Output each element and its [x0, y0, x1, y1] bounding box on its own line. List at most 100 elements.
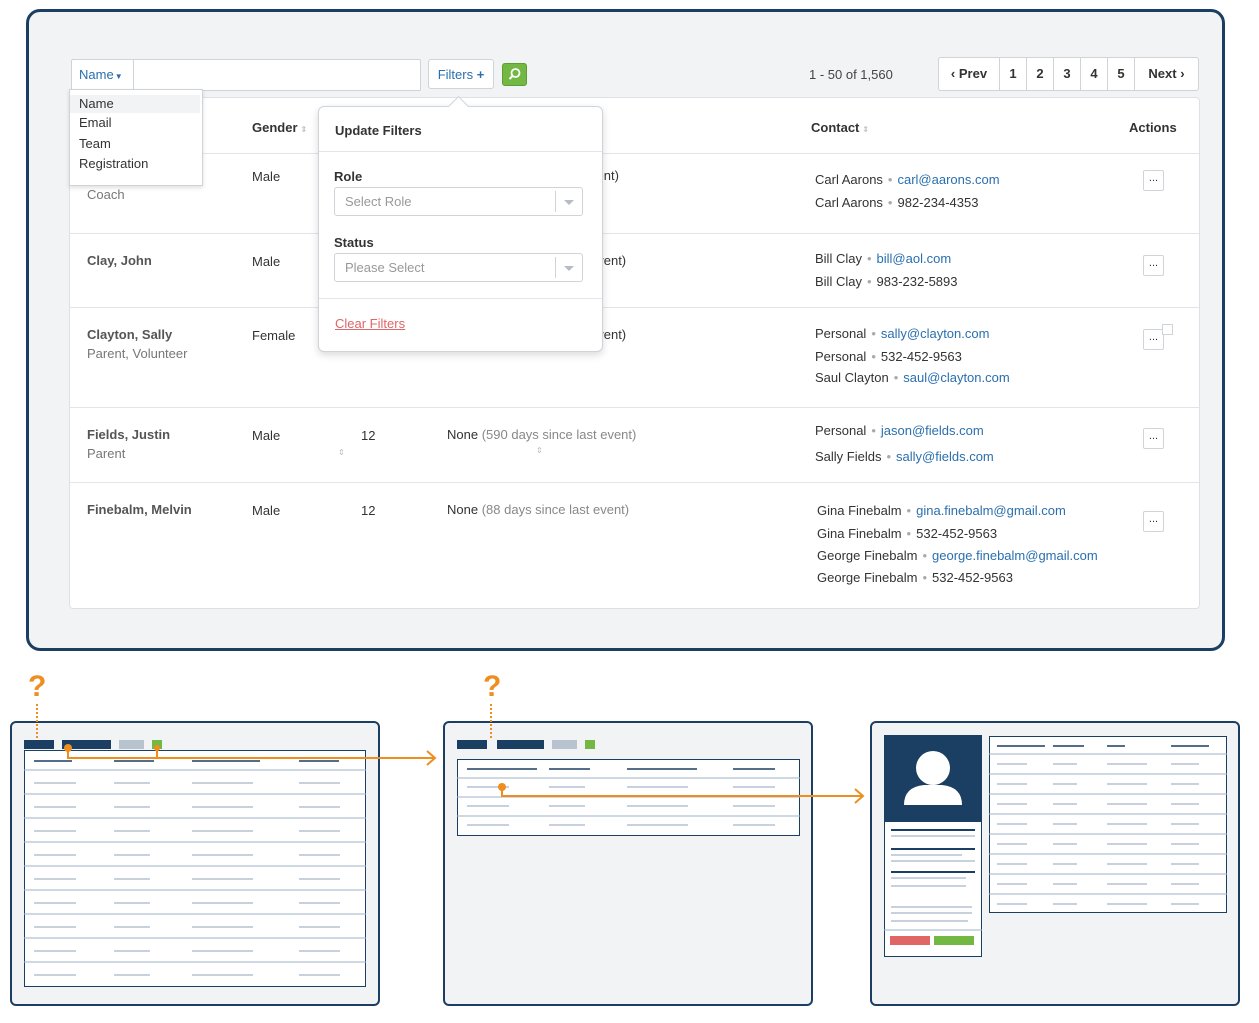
row-actions-button[interactable]: ...: [1143, 255, 1164, 276]
chevron-right-icon: ›: [1176, 66, 1185, 81]
mini-profile-card-icon: [884, 735, 982, 957]
search-group: Name▼: [71, 59, 423, 92]
prev-page-button[interactable]: ‹ Prev: [939, 58, 999, 90]
divider: [319, 298, 602, 299]
role-select-placeholder: Select Role: [345, 194, 412, 209]
contact-email-link[interactable]: gina.finebalm@gmail.com: [916, 503, 1066, 518]
role-select[interactable]: Select Role: [334, 187, 583, 216]
contact-line: Gina Finebalm • gina.finebalm@gmail.com: [817, 503, 1066, 518]
last-event-days: (590 days since last event): [481, 427, 637, 442]
chevron-left-icon: ‹: [950, 66, 959, 81]
dot-separator: •: [922, 570, 928, 585]
header-gender[interactable]: Gender ⇕: [252, 120, 307, 135]
member-role: Parent, Volunteer: [87, 346, 188, 361]
member-gender: Male: [252, 169, 281, 184]
contact-email-link[interactable]: jason@fields.com: [880, 423, 984, 438]
filters-button[interactable]: Filters +: [428, 59, 494, 89]
header-contact[interactable]: Contact ⇕: [811, 120, 869, 135]
dot-separator: •: [887, 172, 893, 187]
search-icon: [508, 68, 521, 80]
chevron-down-icon: [555, 257, 582, 278]
menu-item-team[interactable]: Team: [79, 136, 111, 151]
chevron-down-icon: [555, 191, 582, 212]
member-name[interactable]: Finebalm, Melvin: [87, 502, 192, 517]
status-select[interactable]: Please Select: [334, 253, 583, 282]
last-event: None (88 days since last event): [447, 502, 629, 517]
divider: [319, 151, 602, 152]
field-dropdown[interactable]: Name▼: [72, 60, 134, 90]
row-actions-button[interactable]: ...: [1143, 329, 1164, 350]
dot-separator: •: [871, 326, 876, 341]
cursor-indicator-icon: [1162, 324, 1173, 335]
menu-item-email[interactable]: Email: [79, 115, 112, 130]
contact-label: Carl Aarons: [815, 172, 883, 187]
last-event-days: (88 days since last event): [481, 502, 630, 517]
mini-bar: [585, 740, 595, 749]
search-button[interactable]: [502, 63, 527, 86]
page-1-button[interactable]: 1: [999, 58, 1026, 90]
contact-line: Bill Clay • 983-232-5893: [815, 274, 958, 289]
next-page-button[interactable]: Next ›: [1134, 58, 1198, 90]
prev-label: Prev: [958, 66, 988, 81]
member-age: 12: [361, 428, 376, 443]
flow-panel-list: [10, 721, 380, 1006]
header-gender-label: Gender: [252, 120, 298, 135]
row-actions-button[interactable]: ...: [1143, 511, 1164, 532]
page-4-button[interactable]: 4: [1080, 58, 1107, 90]
table-row: Coach Male vent) Carl Aarons • carl@aarons…: [70, 153, 1199, 234]
contact-line: Sally Fields • sally@fields.com: [815, 449, 994, 464]
contact-email-link[interactable]: bill@aol.com: [876, 251, 952, 266]
mini-bar: [24, 740, 54, 749]
member-name[interactable]: Clay, John: [87, 253, 152, 268]
contact-label: Carl Aarons: [815, 195, 883, 210]
sort-icon: ⇕: [536, 446, 543, 455]
contact-email-link[interactable]: sally@clayton.com: [880, 326, 990, 341]
page-3-button[interactable]: 3: [1053, 58, 1080, 90]
filters-button-label: Filters: [437, 67, 474, 82]
dot-separator: •: [871, 423, 876, 438]
page-2-button[interactable]: 2: [1026, 58, 1053, 90]
members-table: Gender ⇕ Contact ⇕ Actions Coach Male vent…: [69, 97, 1200, 609]
last-event: None (590 days since last event): [447, 427, 636, 442]
mini-bar: [497, 740, 544, 749]
mini-table-icon: [989, 736, 1227, 913]
menu-item-name[interactable]: Name: [79, 96, 114, 111]
contact-phone: 532-452-9563: [916, 526, 998, 541]
contact-email-link[interactable]: sally@fields.com: [896, 449, 994, 464]
table-row: Clay, John Male event) Bill Clay • bill@ao…: [70, 233, 1199, 308]
menu-highlight: [70, 95, 200, 113]
contact-line: Bill Clay • bill@aol.com: [815, 251, 951, 266]
contact-line: Carl Aarons • carl@aarons.com: [815, 172, 1000, 187]
contact-label: Sally Fields: [815, 449, 882, 464]
contact-email-link[interactable]: george.finebalm@gmail.com: [932, 548, 1098, 563]
next-label: Next: [1148, 66, 1177, 81]
search-input[interactable]: [135, 60, 423, 92]
last-event-value: None: [447, 502, 479, 517]
member-gender: Male: [252, 428, 281, 443]
contact-line: Carl Aarons • 982-234-4353: [815, 195, 978, 210]
header-actions: Actions: [1129, 120, 1177, 135]
table-row: Finebalm, Melvin Male 12 None (88 days s…: [70, 482, 1199, 609]
contact-label: Saul Clayton: [815, 370, 889, 385]
sort-icon: ⇕: [862, 125, 870, 134]
page-5-button[interactable]: 5: [1107, 58, 1134, 90]
contact-label: George Finebalm: [817, 548, 918, 563]
member-name[interactable]: Fields, Justin: [87, 427, 171, 442]
contact-label: Gina Finebalm: [817, 503, 902, 518]
pagination: ‹ Prev 1 2 3 4 5 Next ›: [938, 57, 1199, 91]
status-label: Status: [334, 235, 374, 250]
member-name[interactable]: Clayton, Sally: [87, 327, 173, 342]
contact-email-link[interactable]: saul@clayton.com: [903, 370, 1010, 385]
flow-panel-search: [443, 721, 813, 1006]
contact-label: Personal: [815, 423, 867, 438]
menu-item-registration[interactable]: Registration: [79, 156, 149, 171]
member-role: Parent: [87, 446, 126, 461]
clear-filters-link[interactable]: Clear Filters: [335, 316, 406, 331]
row-actions-button[interactable]: ...: [1143, 428, 1164, 449]
contact-email-link[interactable]: carl@aarons.com: [897, 172, 1000, 187]
table-row: Fields, Justin Parent Male 12 None (590 …: [70, 407, 1199, 483]
mini-bar: [152, 740, 162, 749]
caret-down-icon: ▼: [114, 72, 123, 81]
row-actions-button[interactable]: ...: [1143, 170, 1164, 191]
dot-separator: •: [893, 370, 899, 385]
